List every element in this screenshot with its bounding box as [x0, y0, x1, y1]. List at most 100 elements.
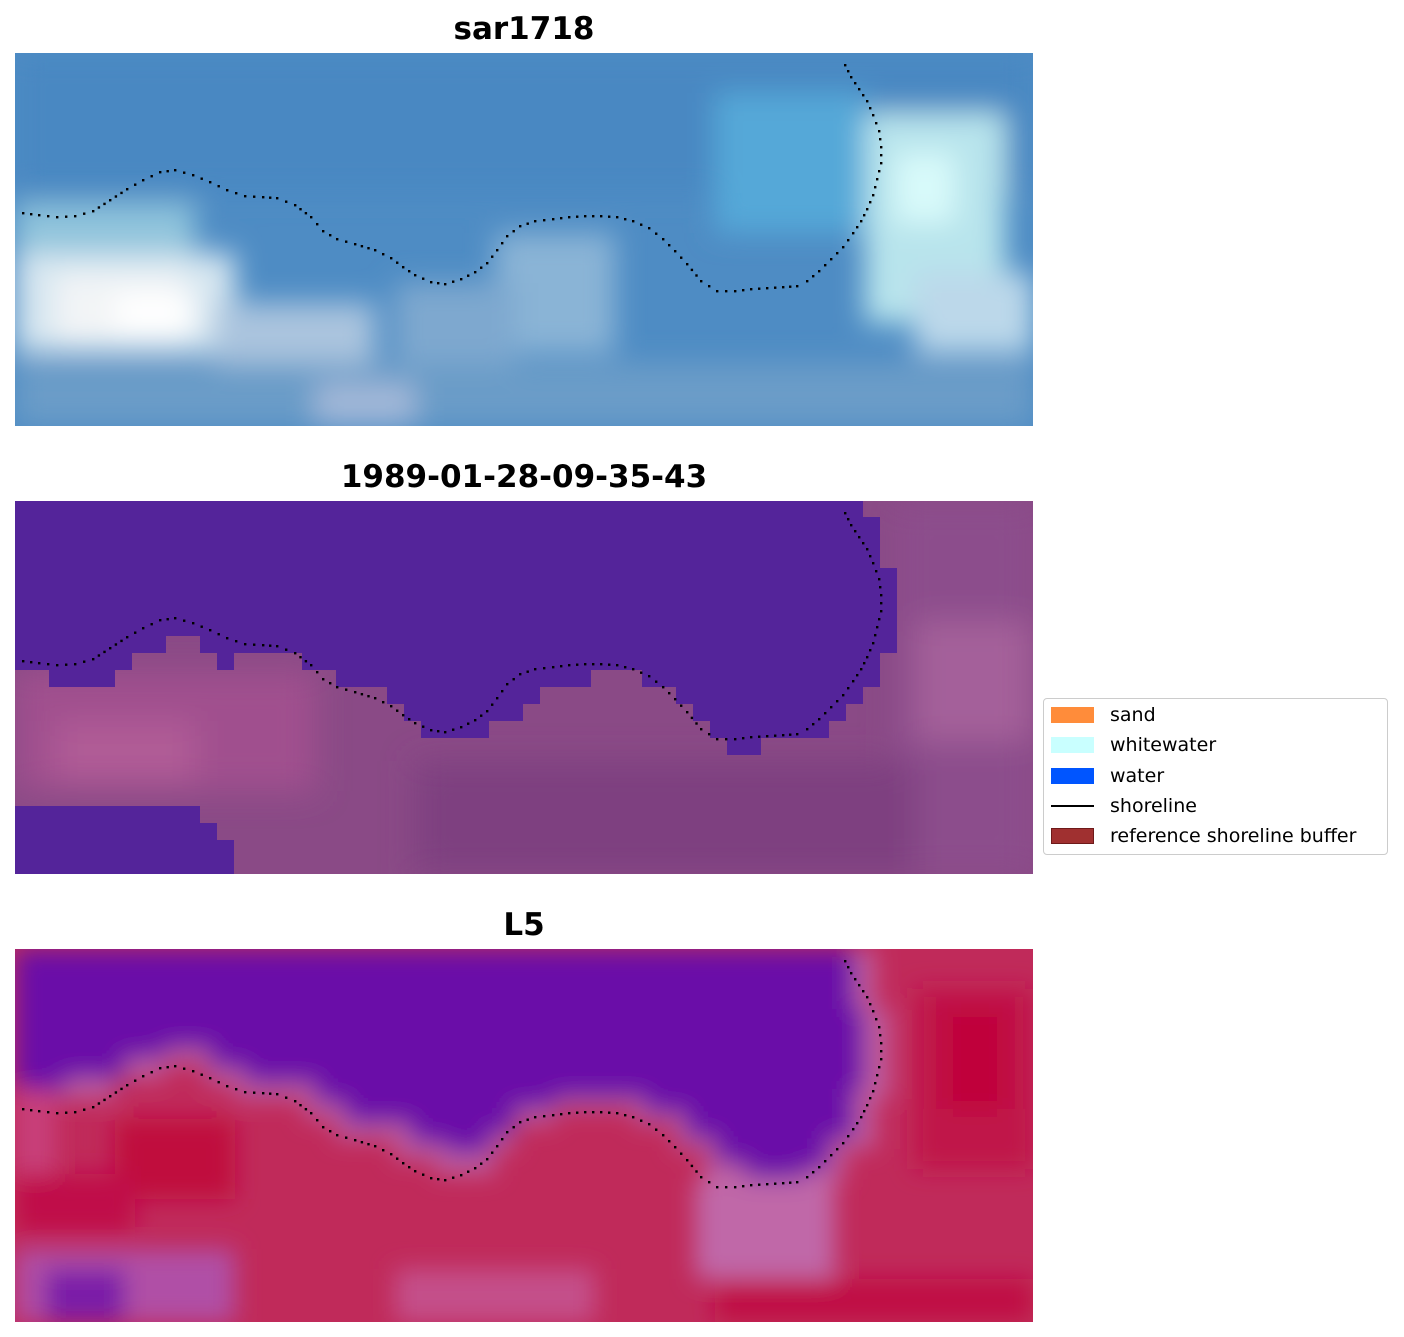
shoreline-dot: [836, 700, 839, 703]
shoreline-dot: [686, 711, 689, 714]
legend-label-water: water: [1110, 765, 1165, 787]
shoreline-dot: [847, 518, 850, 521]
shoreline-dot: [847, 687, 850, 690]
shoreline-dot: [396, 1157, 399, 1160]
shoreline-dot: [624, 666, 627, 669]
shoreline-dot: [782, 286, 785, 289]
shoreline-dot: [526, 670, 529, 673]
shoreline-dot: [360, 1141, 364, 1144]
shoreline-dot: [512, 1126, 515, 1129]
shoreline-dot: [200, 625, 203, 628]
shoreline-dot: [496, 697, 499, 700]
shoreline-dot: [708, 285, 711, 288]
shoreline-dot: [858, 88, 861, 91]
shoreline-dot: [183, 171, 186, 174]
shoreline-dot: [863, 662, 866, 665]
shoreline-dot: [501, 690, 504, 693]
shoreline-dot: [854, 530, 857, 533]
shoreline-dot: [880, 594, 883, 597]
shoreline-dot: [758, 287, 761, 290]
shoreline-dot: [796, 285, 799, 288]
shoreline-dot: [862, 990, 865, 993]
shoreline-dot: [452, 280, 455, 283]
shoreline-dot: [766, 1183, 769, 1186]
shoreline-dot: [299, 208, 302, 211]
shoreline-dot: [695, 722, 698, 725]
shoreline-dot: [543, 1115, 546, 1118]
shoreline-dot: [253, 1091, 256, 1094]
shoreline-dot: [422, 725, 425, 728]
shoreline-dot: [560, 1113, 563, 1116]
shoreline-dot: [209, 1077, 212, 1080]
shoreline-dot: [159, 619, 162, 622]
shoreline-dot: [374, 697, 377, 700]
shoreline-dot: [322, 678, 325, 681]
shoreline-dot: [862, 94, 865, 97]
shoreline-dot: [876, 178, 879, 181]
shoreline-dot: [114, 643, 118, 646]
shoreline-dot: [632, 1116, 635, 1119]
shoreline-dot: [192, 622, 195, 625]
shoreline-dot: [854, 978, 857, 981]
shoreline-dot: [316, 223, 319, 226]
shoreline-dot: [648, 227, 651, 230]
shoreline-dot: [690, 716, 694, 720]
shoreline-dot: [878, 578, 881, 581]
shoreline-dot: [592, 215, 595, 218]
shoreline-dot: [880, 1058, 883, 1061]
shoreline-dot: [329, 234, 332, 237]
shoreline-dot: [56, 216, 59, 219]
shoreline-dot: [235, 192, 238, 195]
shoreline-dot: [30, 1109, 33, 1112]
shoreline-dot: [159, 1067, 162, 1070]
sand-swatch: [1051, 707, 1094, 723]
shoreline-dot: [491, 1151, 494, 1154]
shoreline-dot: [183, 1067, 186, 1070]
shoreline-dot: [576, 215, 579, 218]
shoreline-dot: [774, 1182, 777, 1185]
shoreline-dot: [616, 664, 619, 667]
shoreline-dot: [640, 671, 643, 674]
shoreline-dot: [700, 1176, 703, 1179]
shoreline-dot: [854, 82, 857, 85]
shoreline-dot: [217, 185, 220, 188]
shoreline-dot: [276, 645, 279, 648]
shoreline-dot: [818, 718, 821, 721]
shoreline-dot: [329, 682, 332, 685]
shoreline-dot: [226, 637, 229, 640]
shoreline-dot: [491, 703, 494, 706]
shoreline-dot: [226, 1085, 229, 1088]
shoreline-dot: [674, 698, 677, 701]
shoreline-dot: [374, 249, 377, 252]
shoreline-dot: [860, 220, 863, 223]
shoreline-dot: [869, 555, 872, 558]
shoreline-dot: [360, 693, 364, 696]
shoreline-dot: [734, 1186, 737, 1189]
shoreline-dot: [65, 215, 68, 218]
shoreline-dot: [285, 1096, 288, 1099]
rgb-image: [15, 53, 1033, 426]
shoreline-dot: [294, 1100, 297, 1103]
shoreline-dot: [103, 650, 106, 654]
shoreline-dot: [120, 1087, 123, 1091]
legend-item-shoreline: shoreline: [1051, 795, 1197, 817]
shoreline-dot: [552, 666, 555, 669]
shoreline-dot: [109, 647, 112, 650]
shoreline-dot: [336, 686, 339, 689]
legend-item-reference-buffer: reference shoreline buffer: [1051, 825, 1356, 847]
shoreline-dot: [869, 1003, 872, 1006]
shoreline-dot: [480, 266, 483, 269]
shoreline-dot: [97, 654, 101, 657]
shoreline-dot: [576, 1111, 579, 1114]
shoreline-dot: [872, 114, 875, 117]
shoreline-dot: [310, 664, 313, 667]
shoreline-dot: [830, 706, 833, 709]
shoreline-dot: [824, 264, 827, 267]
shoreline-dot: [880, 1042, 883, 1045]
shoreline-dot: [47, 663, 50, 666]
shoreline-dot: [648, 675, 651, 678]
shoreline-dot: [725, 290, 728, 293]
shoreline-dot: [824, 712, 827, 715]
shoreline-dot: [742, 289, 745, 292]
shoreline-dot: [390, 705, 393, 708]
